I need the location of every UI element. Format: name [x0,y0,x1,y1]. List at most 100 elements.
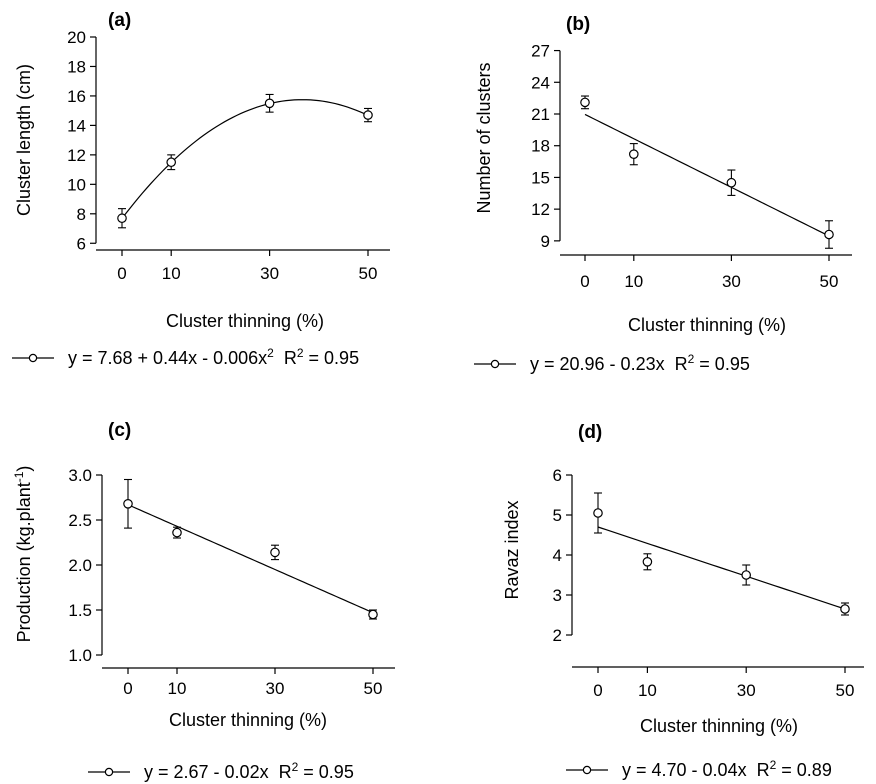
y-tick-label: 20 [67,28,86,47]
data-point [363,110,373,120]
legend: y = 20.96 - 0.23x R2 = 0.95 [474,352,750,374]
x-tick-label: 30 [737,681,756,700]
y-axis-label: Cluster length (cm) [14,64,34,216]
legend-marker [28,353,38,363]
y-axis-label-text: Cluster length (cm) [14,64,34,216]
x-tick-label: 30 [260,264,279,283]
fit-line [127,504,374,614]
x-axis-label: Cluster thinning (%) [640,716,798,736]
fit-line [121,99,369,219]
legend-r2-label: R [665,354,688,374]
legend-r2-value: = 0.95 [694,354,750,374]
data-point [166,157,176,168]
y-axis-label-text: Number of clusters [474,62,494,213]
y-axis-label-superscript: -1 [12,471,26,482]
x-axis-label: Cluster thinning (%) [166,311,324,331]
x-tick-label: 10 [624,272,643,291]
data-point [123,498,133,509]
y-tick-label: 4 [553,546,562,565]
y-tick-label: 16 [67,87,86,106]
data-point [726,177,737,188]
y-tick-label: 27 [531,42,550,61]
y-tick-label: 18 [67,57,86,76]
y-tick-label: 12 [531,200,550,219]
legend-equation-text: y = 2.67 - 0.02x [144,762,269,782]
y-tick-label: 1.0 [68,646,92,665]
x-tick-label: 0 [593,681,602,700]
legend-r2-exponent: 2 [770,758,777,772]
legend-r2-label: R [747,760,770,780]
x-tick-label: 50 [364,679,383,698]
data-point [840,604,850,614]
legend-r2-value: = 0.95 [298,762,354,782]
data-point [117,213,127,224]
y-tick-label: 21 [531,105,550,124]
legend-marker [490,359,500,369]
legend-equation: y = 20.96 - 0.23x R2 = 0.95 [530,352,750,374]
data-point [593,508,603,518]
fit-line [597,526,846,610]
x-tick-label: 0 [123,679,132,698]
legend-r2-exponent: 2 [688,352,695,366]
legend-equation: y = 4.70 - 0.04x R2 = 0.89 [622,758,832,780]
legend-r2-label: R [274,348,297,368]
y-axis-label: Number of clusters [474,62,494,213]
legend-marker [104,767,114,777]
y-tick-label: 3.0 [68,466,92,485]
legend-equation: y = 7.68 + 0.44x - 0.006x2 R2 = 0.95 [68,346,359,368]
legend-r2-exponent: 2 [292,760,299,774]
legend-r2-exponent: 2 [297,346,304,360]
x-tick-label: 0 [580,272,589,291]
y-tick-label: 2.0 [68,556,92,575]
legend-r2-value: = 0.95 [304,348,360,368]
y-axis-label-suffix: ) [14,466,34,472]
legend-equation: y = 2.67 - 0.02x R2 = 0.95 [144,760,354,782]
y-tick-label: 5 [553,506,562,525]
data-point [824,229,834,240]
y-tick-label: 10 [67,175,86,194]
y-tick-label: 18 [531,137,550,156]
data-point [270,547,280,558]
y-tick-label: 15 [531,168,550,187]
y-axis-label: Ravaz index [502,500,522,599]
panel-label: (b) [566,14,590,35]
y-tick-label: 14 [67,116,86,135]
legend: y = 4.70 - 0.04x R2 = 0.89 [566,758,832,780]
y-tick-label: 24 [531,73,550,92]
data-point [628,149,639,159]
x-tick-label: 50 [820,272,839,291]
legend: y = 7.68 + 0.44x - 0.006x2 R2 = 0.95 [12,346,359,368]
chart-panel: (a) 6 8 10 12 14 16 18 20 0 10 30 50 Cluster thinning… [12,10,390,368]
legend-equation-text: y = 20.96 - 0.23x [530,354,665,374]
data-point [580,97,590,108]
legend-equation-text: y = 4.70 - 0.04x [622,760,747,780]
legend-r2-label: R [269,762,292,782]
x-tick-label: 30 [266,679,285,698]
y-axis-label: Production (kg.plant-1) [12,466,34,643]
y-tick-label: 2.5 [68,511,92,530]
legend-marker [582,765,592,775]
x-tick-label: 50 [836,681,855,700]
y-tick-label: 1.5 [68,601,92,620]
x-tick-label: 10 [162,264,181,283]
chart-panel: (d) 2 3 4 5 6 0 10 30 50 Cluster thinning (%) Ravaz… [502,422,864,780]
data-point [264,98,275,109]
panel-label: (c) [108,420,131,441]
y-tick-label: 6 [553,466,562,485]
data-point [741,570,751,580]
x-tick-label: 0 [117,264,126,283]
x-tick-label: 10 [638,681,657,700]
data-point [172,527,182,538]
legend: y = 2.67 - 0.02x R2 = 0.95 [88,760,354,782]
y-tick-label: 2 [553,626,562,645]
chart-panel: (c) 1.0 1.5 2.0 2.5 3.0 0 10 30 50 Cluster thinnin… [12,420,395,782]
x-tick-label: 50 [359,264,378,283]
panel-label: (d) [578,422,602,443]
legend-r2-value: = 0.89 [776,760,832,780]
y-tick-label: 9 [541,232,550,251]
legend-equation-exponent: 2 [267,346,274,360]
fit-line [584,113,830,237]
y-axis-label-text: Ravaz index [502,500,522,599]
y-tick-label: 8 [77,205,86,224]
